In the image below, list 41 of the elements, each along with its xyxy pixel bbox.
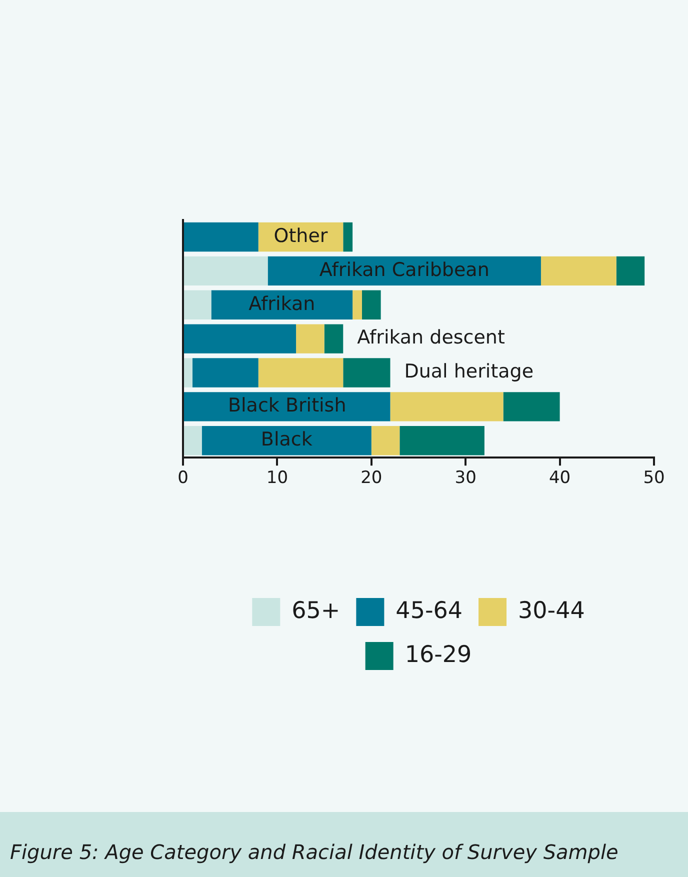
bar: [390, 392, 504, 422]
y-tick-label: Dual heritage: [404, 360, 534, 383]
x-tick-label: 20: [360, 468, 382, 488]
bar: [371, 426, 400, 456]
bar: [184, 290, 212, 320]
legend-label: 65+: [292, 598, 340, 624]
bar: [324, 324, 344, 354]
bar: [184, 256, 268, 286]
bar: [616, 256, 645, 286]
x-tick-label: 0: [178, 468, 188, 488]
bar: [184, 324, 296, 354]
legend-label: 16-29: [404, 642, 472, 668]
bar: [184, 392, 390, 422]
bar: [343, 222, 353, 252]
bar: [192, 358, 258, 388]
bar: [296, 324, 324, 354]
y-tick-label: Afrikan descent: [357, 326, 505, 349]
bar: [540, 256, 616, 286]
bar: [352, 290, 362, 320]
bar: [400, 426, 484, 456]
caption: Figure 5: Age Category and Racial Identity of Survey Sample: [9, 839, 620, 864]
bar: [362, 290, 381, 320]
y-tick-label: Afrikan: [248, 292, 316, 315]
bar: [202, 426, 372, 456]
bar: [503, 392, 560, 422]
x-tick-label: 30: [454, 468, 476, 488]
y-tick-label: Black: [260, 428, 312, 451]
x-tick-label: 40: [548, 468, 571, 488]
legend-label: 30-44: [518, 598, 585, 624]
legend-label: 45-64: [396, 598, 463, 624]
x-tick-label: 50: [643, 468, 665, 488]
bar: [343, 358, 390, 388]
y-tick-label: Other: [274, 224, 328, 247]
bar: [184, 426, 202, 456]
y-tick-label: Afrikan Caribbean: [319, 258, 490, 281]
bar: [184, 358, 192, 388]
bar: [258, 358, 344, 388]
bar: [211, 290, 353, 320]
bar: [184, 222, 258, 252]
y-tick-label: Black British: [228, 394, 346, 417]
x-tick-label: 10: [266, 468, 288, 488]
